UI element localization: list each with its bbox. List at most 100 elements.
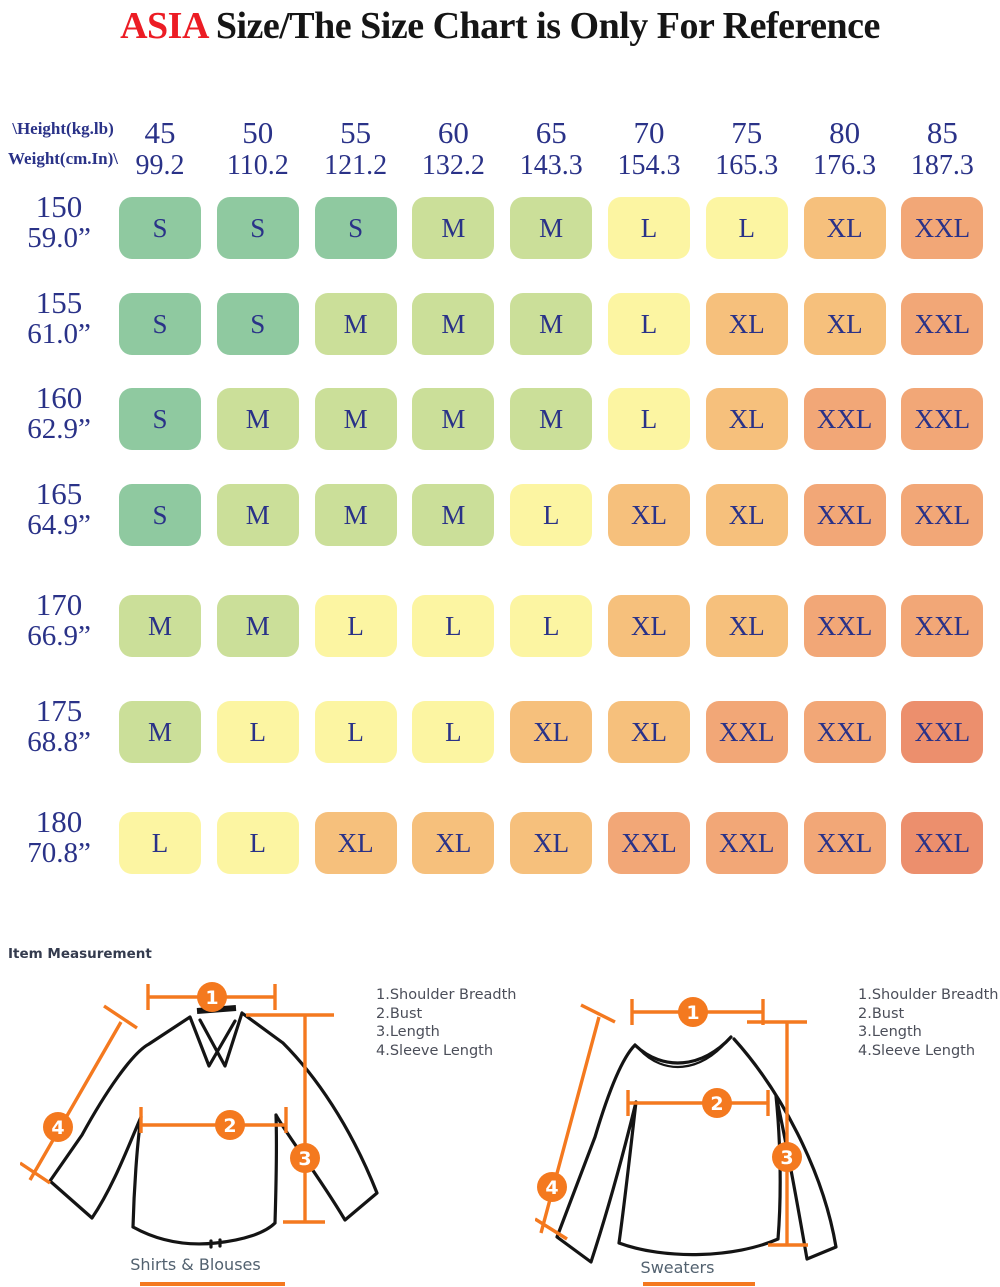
size-cells: M L L L XL XL XXL XXL XXL: [119, 701, 984, 763]
row-height-inch: 62.9”: [27, 413, 91, 445]
column-weight-kg: 45: [144, 115, 176, 150]
corner-height-label: \Height(kg.lb): [12, 119, 114, 138]
sweater-outline: [555, 1035, 838, 1264]
corner-weight-label: Weight(cm.In)\: [7, 149, 119, 168]
marker-number: 2: [710, 1093, 723, 1115]
size-cell: L: [314, 701, 397, 763]
size-cells: S S M M M L XL XL XXL: [119, 293, 984, 355]
measurement-heading: Item Measurement: [8, 946, 152, 962]
size-cell: XL: [412, 812, 495, 874]
size-row: 165 64.9” S M M M L XL XL XXL XXL: [0, 478, 1000, 546]
size-cell: M: [314, 484, 397, 546]
legend-item: 3.Length: [858, 1024, 922, 1040]
size-cell: S: [216, 293, 299, 355]
size-cell: XXL: [803, 595, 886, 657]
row-label: 165 64.9”: [0, 476, 118, 541]
legend-item: 1.Shoulder Breadth: [858, 987, 999, 1003]
sweater-diagram-label: Sweaters: [640, 1258, 715, 1277]
marker-2: 2: [702, 1088, 732, 1118]
shirt-outline: [48, 1011, 379, 1249]
size-cell: XL: [705, 595, 788, 657]
cropped-dimension-line: [140, 1282, 285, 1286]
column-weight-kg: 60: [437, 115, 469, 150]
legend-item: 4.Sleeve Length: [376, 1042, 494, 1059]
row-height-cm: 165: [35, 476, 83, 511]
column-weight-kg: 70: [633, 115, 665, 150]
column-header: 70 154.3: [608, 116, 690, 182]
row-height-inch: 59.0”: [27, 222, 91, 254]
size-cell: L: [607, 388, 690, 450]
size-cell: XXL: [607, 812, 690, 874]
marker-number: 4: [51, 1117, 64, 1139]
marker-circle-icon: [678, 997, 708, 1027]
row-height-cm: 180: [35, 804, 83, 839]
size-cell: XL: [705, 484, 788, 546]
marker-2: 2: [215, 1110, 245, 1140]
size-cell: S: [119, 484, 201, 546]
row-height-cm: 155: [35, 285, 83, 320]
size-cell: M: [510, 388, 593, 450]
marker-number: 4: [545, 1177, 558, 1199]
row-height-cm: 170: [35, 587, 83, 622]
size-cell: XL: [607, 701, 690, 763]
row-height-inch: 64.9”: [27, 509, 91, 541]
size-cell: M: [119, 595, 201, 657]
table-column-headers: 45 99.2 50 110.2 55 121.2 60 132.2 65 143.3 70 154.…: [119, 116, 983, 182]
size-cell: S: [119, 293, 201, 355]
size-cells: L L XL XL XL XXL XXL XXL XXL: [119, 812, 984, 874]
size-cell: L: [705, 197, 788, 259]
size-cell: XXL: [901, 484, 984, 546]
row-height-inch: 68.8”: [27, 726, 91, 758]
row-label: 170 66.9”: [0, 587, 118, 652]
cropped-dimension-line: [643, 1282, 755, 1286]
marker-number: 3: [780, 1147, 793, 1169]
size-cell: S: [119, 197, 201, 259]
size-cell: XL: [314, 812, 397, 874]
size-row: 170 66.9” M M L L L XL XL XXL XXL: [0, 589, 1000, 657]
axis-corner-label: \Height(kg.lb) Weight(cm.In)\: [2, 114, 124, 174]
row-height-inch: 66.9”: [27, 620, 91, 652]
row-label: 150 59.0”: [0, 191, 118, 254]
marker-number: 3: [298, 1148, 311, 1170]
size-cell: M: [510, 293, 593, 355]
legend-item: 4.Sleeve Length: [858, 1042, 976, 1059]
title-accent: ASIA: [120, 5, 207, 47]
length-dimension-line: [246, 1013, 334, 1224]
size-cell: M: [216, 388, 299, 450]
marker-circle-icon: [215, 1110, 245, 1140]
column-header: 60 132.2: [412, 116, 494, 182]
size-cell: XXL: [803, 484, 886, 546]
size-cell: XXL: [705, 812, 788, 874]
size-cell: L: [510, 595, 593, 657]
row-label: 180 70.8”: [0, 804, 118, 869]
row-height-inch: 70.8”: [27, 837, 91, 869]
size-cell: M: [314, 293, 397, 355]
column-weight-lb: 99.2: [135, 150, 185, 181]
size-row: 160 62.9” S M M M M L XL XXL XXL: [0, 382, 1000, 450]
size-row: 150 59.0” S S S M M L L XL XXL: [0, 191, 1000, 259]
size-cell: M: [314, 388, 397, 450]
measurement-legend: 1.Shoulder Breadth 2.Bust 3.Length 4.Sleeve…: [858, 986, 999, 1060]
marker-circle-icon: [537, 1172, 567, 1202]
marker-circle-icon: [43, 1112, 73, 1142]
marker-3: 3: [290, 1143, 320, 1173]
title-rest: Size/The Size Chart is Only For Referenc…: [206, 5, 881, 47]
size-cell: M: [216, 595, 299, 657]
column-weight-lb: 187.3: [910, 150, 974, 181]
row-label: 160 62.9”: [0, 382, 118, 445]
row-height-cm: 175: [35, 693, 83, 728]
measurement-legend: 1.Shoulder Breadth 2.Bust 3.Length 4.Sleeve…: [376, 986, 517, 1060]
marker-4: 4: [537, 1172, 567, 1202]
size-cell: M: [510, 197, 593, 259]
size-cells: S S S M M L L XL XXL: [119, 197, 984, 259]
size-cell: XL: [705, 293, 788, 355]
column-weight-lb: 176.3: [813, 150, 877, 181]
size-cell: XL: [510, 812, 593, 874]
sweater-diagram: 1 2 3 4: [535, 997, 838, 1264]
size-cell: XL: [803, 293, 886, 355]
size-cell: L: [216, 701, 299, 763]
size-cell: XXL: [803, 701, 886, 763]
legend-item: 2.Bust: [376, 1005, 423, 1022]
marker-1: 1: [678, 997, 708, 1027]
marker-number: 1: [205, 987, 218, 1009]
